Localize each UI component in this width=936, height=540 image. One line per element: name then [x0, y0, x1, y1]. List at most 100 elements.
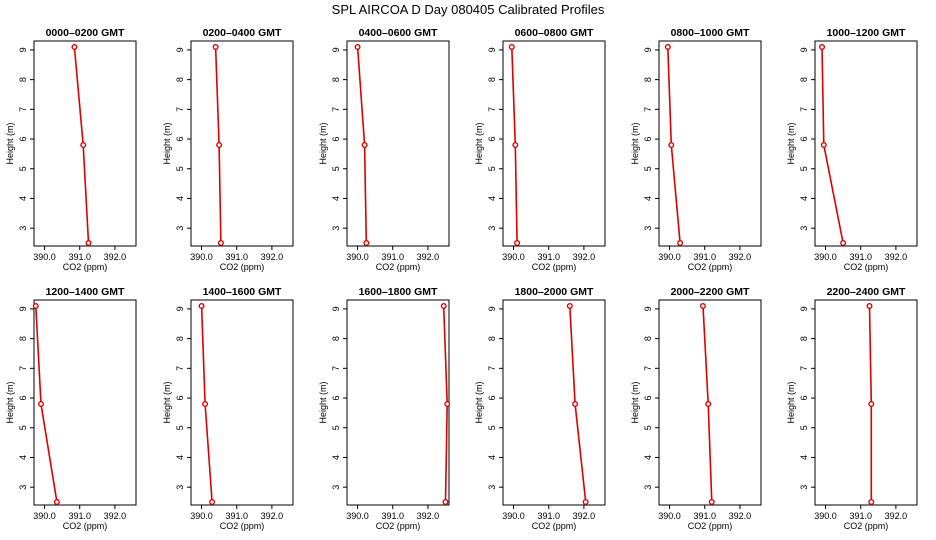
data-point	[80, 141, 87, 148]
data-point	[361, 141, 368, 148]
y-tick-label: 3	[643, 485, 653, 490]
panel-title: 1800–2000 GMT	[515, 286, 594, 298]
x-axis-label: CO2 (ppm)	[532, 262, 577, 272]
y-tick-label: 3	[331, 485, 341, 490]
data-point	[819, 43, 826, 50]
x-axis-label: CO2 (ppm)	[376, 262, 421, 272]
y-tick-label: 5	[487, 425, 497, 430]
y-tick-label: 9	[487, 306, 497, 311]
y-tick-label: 5	[18, 425, 28, 430]
y-tick-label: 7	[331, 366, 341, 371]
y-tick-label: 5	[175, 425, 185, 430]
x-tick-label: 391.0	[849, 511, 872, 521]
x-tick-label: 392.0	[573, 511, 596, 521]
y-tick-label: 5	[331, 166, 341, 171]
data-point	[566, 302, 573, 309]
y-tick-label: 9	[18, 306, 28, 311]
x-tick-label: 391.0	[68, 252, 91, 262]
y-tick-label: 9	[643, 306, 653, 311]
y-tick-label: 4	[331, 196, 341, 201]
y-tick-label: 7	[18, 366, 28, 371]
data-point	[440, 302, 447, 309]
y-axis-label: Height (m)	[474, 381, 484, 423]
y-tick-label: 6	[799, 396, 809, 401]
y-tick-label: 6	[175, 137, 185, 142]
panel-title: 1000–1200 GMT	[827, 27, 906, 39]
data-point	[582, 499, 589, 506]
x-axis-label: CO2 (ppm)	[376, 521, 421, 531]
y-tick-label: 5	[799, 166, 809, 171]
y-axis-label: Height (m)	[5, 122, 15, 164]
data-point	[664, 43, 671, 50]
data-point	[514, 240, 521, 247]
y-tick-label: 4	[175, 196, 185, 201]
plot-frame	[658, 40, 762, 247]
plot-frame	[502, 299, 606, 506]
data-point	[868, 499, 875, 506]
y-tick-label: 4	[18, 196, 28, 201]
plot-frame	[346, 40, 450, 247]
data-point	[572, 400, 579, 407]
y-axis-label: Height (m)	[162, 122, 172, 164]
x-tick-label: 390.0	[33, 252, 56, 262]
data-point	[217, 240, 224, 247]
y-tick-label: 6	[18, 137, 28, 142]
x-tick-label: 392.0	[417, 252, 440, 262]
x-axis-label: CO2 (ppm)	[63, 262, 108, 272]
x-tick-label: 390.0	[658, 252, 681, 262]
x-tick-label: 390.0	[190, 511, 213, 521]
y-tick-label: 8	[18, 77, 28, 82]
x-tick-label: 391.0	[68, 511, 91, 521]
y-tick-label: 7	[175, 366, 185, 371]
y-tick-label: 5	[799, 425, 809, 430]
y-tick-label: 8	[799, 77, 809, 82]
plot-frame	[814, 299, 918, 506]
data-point	[442, 499, 449, 506]
y-tick-label: 6	[18, 396, 28, 401]
data-point	[209, 499, 216, 506]
y-tick-label: 4	[799, 196, 809, 201]
y-tick-label: 7	[799, 366, 809, 371]
x-tick-label: 392.0	[261, 252, 284, 262]
x-tick-label: 392.0	[104, 252, 127, 262]
data-point	[508, 43, 515, 50]
y-tick-label: 4	[643, 455, 653, 460]
y-tick-label: 4	[799, 455, 809, 460]
y-tick-label: 6	[175, 396, 185, 401]
y-tick-label: 9	[643, 47, 653, 52]
data-point	[216, 141, 223, 148]
x-tick-label: 391.0	[381, 252, 404, 262]
y-tick-label: 7	[643, 107, 653, 112]
y-tick-label: 9	[799, 47, 809, 52]
y-tick-label: 5	[175, 166, 185, 171]
y-tick-label: 8	[331, 336, 341, 341]
x-axis-label: CO2 (ppm)	[844, 262, 889, 272]
plot-frame	[658, 299, 762, 506]
x-tick-label: 390.0	[814, 511, 837, 521]
data-point	[38, 400, 45, 407]
data-point	[840, 240, 847, 247]
y-tick-label: 4	[18, 455, 28, 460]
y-tick-label: 4	[643, 196, 653, 201]
data-point	[212, 43, 219, 50]
y-tick-label: 3	[18, 485, 28, 490]
x-tick-label: 390.0	[346, 252, 369, 262]
data-point	[71, 43, 78, 50]
y-tick-label: 8	[18, 336, 28, 341]
y-tick-label: 5	[487, 166, 497, 171]
x-tick-label: 390.0	[502, 252, 525, 262]
plot-frame	[346, 299, 450, 506]
panel-title: 0000–0200 GMT	[46, 27, 125, 39]
y-tick-label: 7	[175, 107, 185, 112]
x-tick-label: 392.0	[573, 252, 596, 262]
y-axis-label: Height (m)	[162, 381, 172, 423]
x-tick-label: 391.0	[693, 511, 716, 521]
x-tick-label: 392.0	[885, 511, 908, 521]
y-tick-label: 9	[331, 306, 341, 311]
y-tick-label: 8	[643, 336, 653, 341]
